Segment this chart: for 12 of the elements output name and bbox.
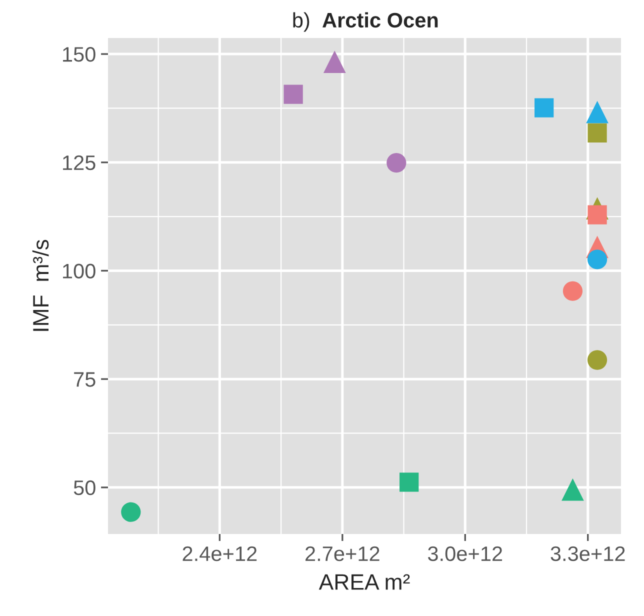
y-tick-label: 75 xyxy=(74,372,96,387)
x-tick-label: 2.7e+12 xyxy=(306,546,380,562)
y-tick-label: 50 xyxy=(74,480,96,496)
x-tick-label: 3.3e+12 xyxy=(550,546,625,562)
y-tick-label: 100 xyxy=(63,264,96,278)
x-tick-label: 3.0e+12 xyxy=(428,546,502,562)
chart-title: b) Arctic Ocen xyxy=(293,12,438,32)
y-tick-label: 150 xyxy=(63,47,96,62)
x-tick-label: 2.4e+12 xyxy=(182,546,257,562)
y-axis-title: IMF m³/s xyxy=(32,240,49,331)
y-tick-label: 125 xyxy=(63,155,96,170)
x-axis-title: AREA m² xyxy=(318,574,410,590)
